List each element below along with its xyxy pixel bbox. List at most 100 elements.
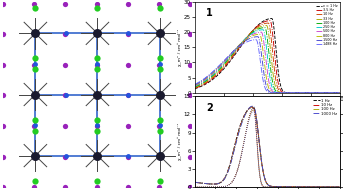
Line: 10 Hz: 10 Hz [195,23,340,93]
1 Hz [238,123,243,125]
1000 Hz [193,181,197,183]
1500 Hz [218,64,223,66]
33 Hz [193,86,197,88]
100 Hz [263,26,267,29]
100 Hz [193,181,197,183]
1488 Hz [254,39,258,41]
250 Hz [289,91,294,94]
Line: 3.5 Hz: 3.5 Hz [195,21,340,93]
3.5 Hz [289,91,294,94]
10 Hz [288,186,292,188]
33 Hz [218,68,223,70]
1488 Hz [289,91,294,94]
800 Hz [230,51,234,54]
500 Hz [218,65,223,67]
100 Hz [230,53,234,56]
Line: 1000 Hz: 1000 Hz [195,106,340,187]
Line: 1488 Hz: 1488 Hz [195,40,340,93]
ν = 1 Hz [302,91,306,94]
ν = 1 Hz [230,58,234,60]
800 Hz [278,91,282,94]
100 Hz [258,27,262,29]
1488 Hz [230,52,234,54]
100 Hz [302,91,306,94]
10 Hz [193,87,197,89]
1488 Hz [338,91,342,94]
1000 Hz [306,186,310,188]
33 Hz [230,54,234,57]
10 Hz [218,69,223,71]
100 Hz [338,186,342,188]
100 Hz [228,163,232,166]
500 Hz [259,31,263,33]
1000 Hz [228,164,232,166]
Line: 250 Hz: 250 Hz [195,30,340,93]
Y-axis label: χ_m'' / cm³ mol⁻¹: χ_m'' / cm³ mol⁻¹ [178,123,182,160]
250 Hz [261,29,265,31]
800 Hz [218,64,223,67]
33 Hz [264,24,269,27]
10 Hz [230,55,234,57]
1500 Hz [278,91,282,94]
3.5 Hz [338,91,342,94]
33 Hz [338,91,342,94]
100 Hz [278,91,282,94]
250 Hz [230,53,234,55]
Line: 10 Hz: 10 Hz [195,107,340,187]
10 Hz [238,124,243,126]
10 Hz [338,186,342,188]
3.5 Hz [268,19,272,22]
250 Hz [338,91,342,94]
Legend: 1 Hz, 10 Hz, 100 Hz, 1000 Hz: 1 Hz, 10 Hz, 100 Hz, 1000 Hz [312,98,338,116]
Line: 100 Hz: 100 Hz [195,28,340,93]
ν = 1 Hz [258,22,262,24]
ν = 1 Hz [289,91,294,94]
Line: 1 Hz: 1 Hz [195,107,340,187]
100 Hz [338,91,342,94]
10 Hz [302,91,306,94]
250 Hz [278,91,282,94]
Line: 500 Hz: 500 Hz [195,32,340,93]
800 Hz [193,84,197,87]
1 Hz [323,186,328,188]
10 Hz [234,142,238,144]
100 Hz [250,105,254,108]
33 Hz [258,26,262,28]
500 Hz [230,52,234,54]
10 Hz [306,186,310,188]
100 Hz [288,186,292,188]
3.5 Hz [302,91,306,94]
10 Hz [258,24,262,26]
500 Hz [289,91,294,94]
10 Hz [266,22,270,24]
1 Hz [234,141,238,143]
1 Hz [338,186,342,188]
10 Hz [278,91,282,93]
250 Hz [258,29,262,31]
1000 Hz [238,125,243,128]
250 Hz [218,66,223,68]
ν = 1 Hz [278,84,282,86]
250 Hz [302,91,306,94]
3.5 Hz [278,89,282,91]
3.5 Hz [258,23,262,25]
250 Hz [193,85,197,88]
33 Hz [289,91,294,94]
500 Hz [278,91,282,94]
1 Hz [228,162,232,164]
1500 Hz [259,46,263,48]
10 Hz [228,163,232,165]
3.5 Hz [218,70,223,72]
10 Hz [323,186,328,188]
Text: 1: 1 [206,8,213,18]
1488 Hz [218,63,223,66]
3.5 Hz [230,56,234,59]
100 Hz [289,91,294,94]
1000 Hz [288,186,292,188]
ν = 1 Hz [270,17,274,20]
Legend: ν = 1 Hz, 3.5 Hz, 10 Hz, 33 Hz, 100 Hz, 250 Hz, 500 Hz, 800 Hz, 1500 Hz, 1488 Hz: ν = 1 Hz, 3.5 Hz, 10 Hz, 33 Hz, 100 Hz, … [316,4,338,47]
1500 Hz [289,91,294,94]
1000 Hz [250,105,255,107]
Line: 800 Hz: 800 Hz [195,34,340,93]
800 Hz [289,91,294,94]
